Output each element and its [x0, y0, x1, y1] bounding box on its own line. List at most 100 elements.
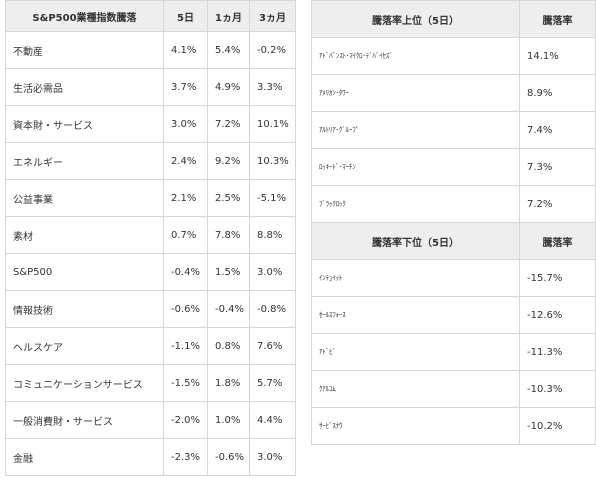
sector-1m-value: 2.5% [207, 179, 250, 217]
sector-5d-value: 3.7% [163, 68, 208, 106]
bottom-header-value: 騰落率 [519, 222, 596, 260]
sector-header-1m: 1ヵ月 [207, 0, 250, 32]
sector-3m-value: 5.7% [249, 364, 296, 402]
sector-5d-value: 2.4% [163, 142, 208, 180]
sector-name: エネルギー [5, 142, 164, 180]
sector-3m-value: -0.8% [249, 290, 296, 328]
sector-row: ヘルスケア -1.1% 0.8% 7.6% [5, 327, 296, 365]
top-gainer-stock-name: ｱﾒﾘｶﾝ･ﾀﾜｰ [311, 74, 520, 112]
top-header-value: 騰落率 [519, 0, 596, 38]
sector-row: 素材 0.7% 7.8% 8.8% [5, 216, 296, 254]
sector-5d-value: 3.0% [163, 105, 208, 143]
sector-1m-value: -0.6% [207, 438, 250, 476]
sector-name: コミュニケーションサービス [5, 364, 164, 402]
bottom-loser-stock-value: -10.2% [519, 407, 596, 445]
bottom-losers-body: ｲﾝﾃｭｲｯﾄ -15.7% ｾｰﾙｽﾌｫｰｽ -12.6% ｱﾄﾞﾋﾞ -11.3% ｸｱ… [311, 259, 596, 445]
top-gainer-stock-value: 7.3% [519, 148, 596, 186]
sector-row: コミュニケーションサービス -1.5% 1.8% 5.7% [5, 364, 296, 402]
sector-row: 一般消費財・サービス -2.0% 1.0% 4.4% [5, 401, 296, 439]
top-gainers-body: ｱﾄﾞﾊﾞﾝｽﾄ･ﾏｲｸﾛ･ﾃﾞﾊﾞｲｾｽﾞ 14.1% ｱﾒﾘｶﾝ･ﾀﾜｰ 8.9%… [311, 37, 596, 223]
top-gainer-stock-name: ｱﾄﾞﾊﾞﾝｽﾄ･ﾏｲｸﾛ･ﾃﾞﾊﾞｲｾｽﾞ [311, 37, 520, 75]
bottom-loser-row: ｱﾄﾞﾋﾞ -11.3% [311, 333, 596, 371]
top-gainer-stock-value: 8.9% [519, 74, 596, 112]
bottom-loser-row: ｾｰﾙｽﾌｫｰｽ -12.6% [311, 296, 596, 334]
sector-name: 情報技術 [5, 290, 164, 328]
sector-1m-value: 4.9% [207, 68, 250, 106]
bottom-header-row: 騰落率下位（5日） 騰落率 [311, 222, 596, 260]
sector-1m-value: 1.5% [207, 253, 250, 291]
top-gainer-row: ｱﾄﾞﾊﾞﾝｽﾄ･ﾏｲｸﾛ･ﾃﾞﾊﾞｲｾｽﾞ 14.1% [311, 37, 596, 75]
top-gainer-row: ｱﾙﾄﾘｱ･ｸﾞﾙｰﾌﾟ 7.4% [311, 111, 596, 149]
sector-3m-value: 3.3% [249, 68, 296, 106]
sector-row: S&P500 -0.4% 1.5% 3.0% [5, 253, 296, 291]
sector-table-body: 不動産 4.1% 5.4% -0.2% 生活必需品 3.7% 4.9% 3.3% 資本財・サービ… [5, 31, 296, 476]
top-gainer-row: ﾌﾞﾗｯｸﾛｯｸ 7.2% [311, 185, 596, 223]
sector-name: 生活必需品 [5, 68, 164, 106]
sector-5d-value: 4.1% [163, 31, 208, 69]
sector-header-name: S&P500業種指数騰落 [5, 0, 164, 32]
sector-name: 資本財・サービス [5, 105, 164, 143]
sector-row: 資本財・サービス 3.0% 7.2% 10.1% [5, 105, 296, 143]
bottom-loser-row: ｸｱﾙｺﾑ -10.3% [311, 370, 596, 408]
sector-name: 金融 [5, 438, 164, 476]
sector-3m-value: 3.0% [249, 438, 296, 476]
stock-ranking-table: 騰落率上位（5日） 騰落率 ｱﾄﾞﾊﾞﾝｽﾄ･ﾏｲｸﾛ･ﾃﾞﾊﾞｲｾｽﾞ 14.1… [311, 0, 596, 445]
bottom-loser-row: ｲﾝﾃｭｲｯﾄ -15.7% [311, 259, 596, 297]
bottom-loser-stock-name: ｱﾄﾞﾋﾞ [311, 333, 520, 371]
top-gainer-stock-name: ｱﾙﾄﾘｱ･ｸﾞﾙｰﾌﾟ [311, 111, 520, 149]
sector-name: 一般消費財・サービス [5, 401, 164, 439]
bottom-loser-stock-name: ｲﾝﾃｭｲｯﾄ [311, 259, 520, 297]
sector-name: ヘルスケア [5, 327, 164, 365]
top-gainer-stock-value: 14.1% [519, 37, 596, 75]
sector-row: 不動産 4.1% 5.4% -0.2% [5, 31, 296, 69]
sector-3m-value: -0.2% [249, 31, 296, 69]
sector-1m-value: 1.8% [207, 364, 250, 402]
sector-name: 公益事業 [5, 179, 164, 217]
sector-5d-value: 2.1% [163, 179, 208, 217]
sector-5d-value: -2.3% [163, 438, 208, 476]
sector-header-3m: 3ヵ月 [249, 0, 296, 32]
top-gainer-stock-name: ﾛｯｷｰﾄﾞ･ﾏｰﾁﾝ [311, 148, 520, 186]
sector-3m-value: 3.0% [249, 253, 296, 291]
bottom-loser-stock-value: -11.3% [519, 333, 596, 371]
sector-1m-value: 5.4% [207, 31, 250, 69]
top-gainer-stock-value: 7.4% [519, 111, 596, 149]
top-gainer-row: ﾛｯｷｰﾄﾞ･ﾏｰﾁﾝ 7.3% [311, 148, 596, 186]
sector-row: 情報技術 -0.6% -0.4% -0.8% [5, 290, 296, 328]
sector-5d-value: -0.4% [163, 253, 208, 291]
sector-3m-value: -5.1% [249, 179, 296, 217]
sector-row: 生活必需品 3.7% 4.9% 3.3% [5, 68, 296, 106]
sector-1m-value: 9.2% [207, 142, 250, 180]
sector-1m-value: -0.4% [207, 290, 250, 328]
sector-1m-value: 7.8% [207, 216, 250, 254]
sector-1m-value: 1.0% [207, 401, 250, 439]
bottom-loser-stock-name: ｻｰﾋﾞｽﾅｳ [311, 407, 520, 445]
sector-3m-value: 7.6% [249, 327, 296, 365]
sector-row: 金融 -2.3% -0.6% 3.0% [5, 438, 296, 476]
bottom-loser-row: ｻｰﾋﾞｽﾅｳ -10.2% [311, 407, 596, 445]
sector-3m-value: 10.3% [249, 142, 296, 180]
sector-name: 不動産 [5, 31, 164, 69]
sector-5d-value: 0.7% [163, 216, 208, 254]
bottom-loser-stock-name: ｸｱﾙｺﾑ [311, 370, 520, 408]
bottom-loser-stock-value: -15.7% [519, 259, 596, 297]
sector-3m-value: 4.4% [249, 401, 296, 439]
sector-name: 素材 [5, 216, 164, 254]
sector-1m-value: 0.8% [207, 327, 250, 365]
top-gainer-row: ｱﾒﾘｶﾝ･ﾀﾜｰ 8.9% [311, 74, 596, 112]
sector-3m-value: 10.1% [249, 105, 296, 143]
top-gainer-stock-name: ﾌﾞﾗｯｸﾛｯｸ [311, 185, 520, 223]
bottom-loser-stock-name: ｾｰﾙｽﾌｫｰｽ [311, 296, 520, 334]
sector-header-row: S&P500業種指数騰落 5日 1ヵ月 3ヵ月 [5, 0, 296, 32]
top-gainer-stock-value: 7.2% [519, 185, 596, 223]
top-header-row: 騰落率上位（5日） 騰落率 [311, 0, 596, 38]
sector-row: 公益事業 2.1% 2.5% -5.1% [5, 179, 296, 217]
sector-header-5d: 5日 [163, 0, 208, 32]
sector-5d-value: -1.5% [163, 364, 208, 402]
bottom-loser-stock-value: -10.3% [519, 370, 596, 408]
sector-row: エネルギー 2.4% 9.2% 10.3% [5, 142, 296, 180]
top-header-name: 騰落率上位（5日） [311, 0, 520, 38]
bottom-loser-stock-value: -12.6% [519, 296, 596, 334]
sector-performance-table: S&P500業種指数騰落 5日 1ヵ月 3ヵ月 不動産 4.1% 5.4% -0.2%… [5, 0, 296, 476]
sector-5d-value: -0.6% [163, 290, 208, 328]
